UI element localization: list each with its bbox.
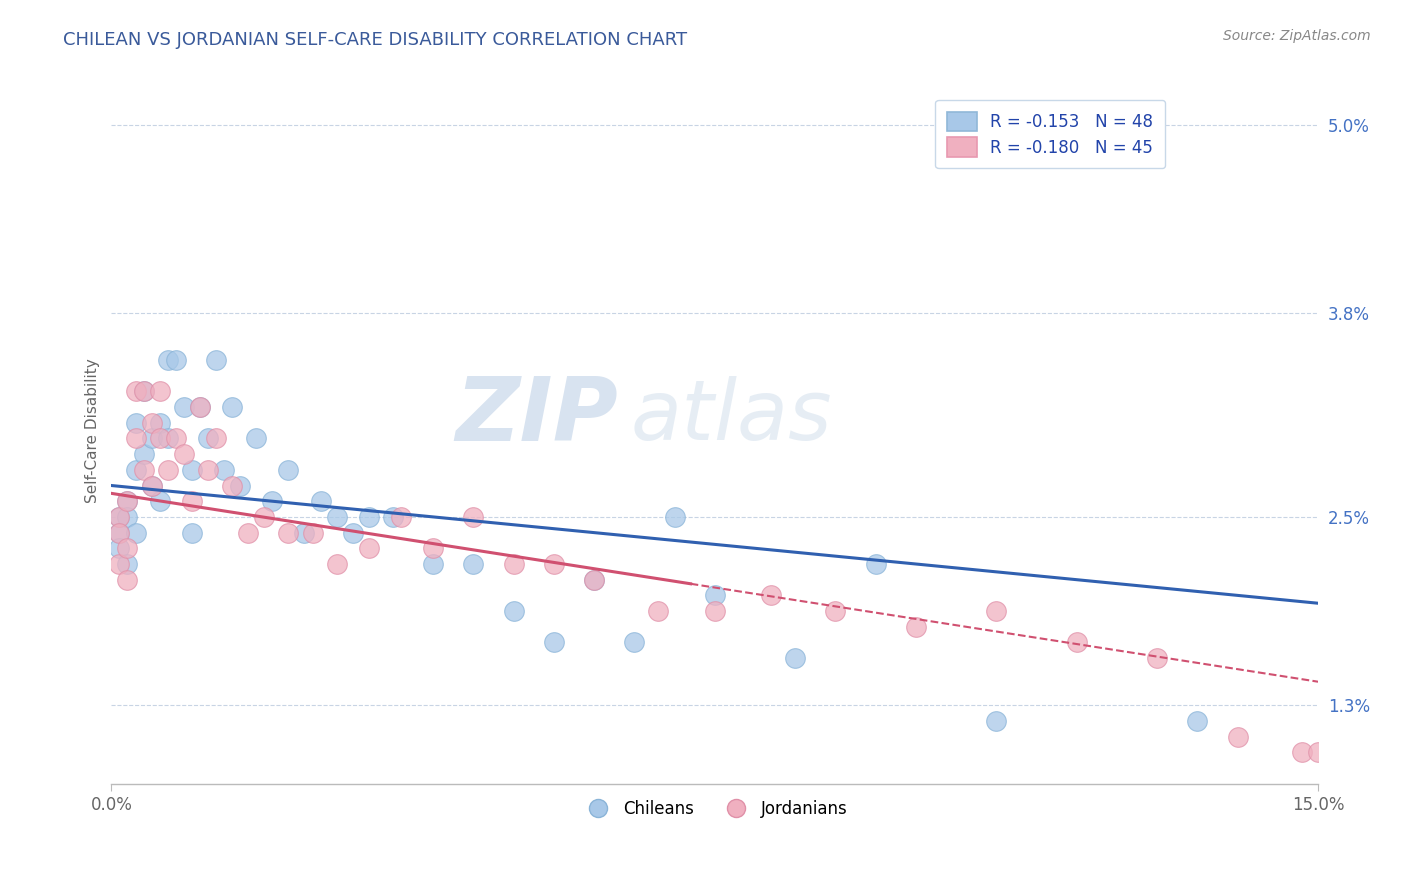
Point: [301, 525, 323, 540]
Point: [132, 447, 155, 461]
Point: [502, 604, 524, 618]
Point: [197, 432, 219, 446]
Text: ZIP: ZIP: [456, 373, 619, 460]
Point: [188, 400, 211, 414]
Point: [156, 463, 179, 477]
Point: [1226, 730, 1249, 744]
Point: [117, 494, 139, 508]
Point: [117, 509, 139, 524]
Point: [221, 400, 243, 414]
Point: [904, 620, 927, 634]
Point: [245, 432, 267, 446]
Point: [342, 525, 364, 540]
Point: [117, 573, 139, 587]
Point: [543, 635, 565, 649]
Point: [149, 416, 172, 430]
Point: [149, 494, 172, 508]
Point: [173, 447, 195, 461]
Point: [357, 541, 380, 556]
Point: [703, 604, 725, 618]
Point: [1291, 745, 1313, 759]
Point: [647, 604, 669, 618]
Point: [197, 463, 219, 477]
Point: [117, 557, 139, 571]
Point: [132, 384, 155, 399]
Point: [357, 509, 380, 524]
Point: [422, 557, 444, 571]
Point: [229, 478, 252, 492]
Point: [180, 463, 202, 477]
Point: [277, 525, 299, 540]
Point: [108, 525, 131, 540]
Point: [141, 432, 163, 446]
Point: [785, 651, 807, 665]
Point: [188, 400, 211, 414]
Point: [108, 541, 131, 556]
Point: [108, 557, 131, 571]
Point: [583, 573, 606, 587]
Point: [502, 557, 524, 571]
Point: [422, 541, 444, 556]
Point: [141, 416, 163, 430]
Point: [124, 416, 146, 430]
Point: [165, 432, 187, 446]
Point: [294, 525, 316, 540]
Point: [262, 494, 284, 508]
Point: [389, 509, 412, 524]
Point: [180, 525, 202, 540]
Point: [664, 509, 686, 524]
Point: [149, 384, 172, 399]
Point: [141, 478, 163, 492]
Point: [117, 541, 139, 556]
Point: [583, 573, 606, 587]
Point: [325, 557, 347, 571]
Point: [1066, 635, 1088, 649]
Point: [1146, 651, 1168, 665]
Point: [180, 494, 202, 508]
Legend: Chileans, Jordanians: Chileans, Jordanians: [575, 794, 855, 825]
Text: CHILEAN VS JORDANIAN SELF-CARE DISABILITY CORRELATION CHART: CHILEAN VS JORDANIAN SELF-CARE DISABILIT…: [63, 31, 688, 49]
Point: [703, 588, 725, 602]
Point: [156, 353, 179, 368]
Point: [277, 463, 299, 477]
Point: [623, 635, 645, 649]
Point: [221, 478, 243, 492]
Point: [108, 525, 131, 540]
Y-axis label: Self-Care Disability: Self-Care Disability: [86, 359, 100, 503]
Point: [124, 463, 146, 477]
Point: [463, 509, 485, 524]
Point: [149, 432, 172, 446]
Point: [309, 494, 332, 508]
Point: [1306, 745, 1329, 759]
Point: [381, 509, 404, 524]
Point: [238, 525, 260, 540]
Point: [824, 604, 846, 618]
Point: [205, 432, 228, 446]
Point: [865, 557, 887, 571]
Point: [463, 557, 485, 571]
Point: [108, 509, 131, 524]
Text: atlas: atlas: [630, 376, 832, 457]
Point: [986, 714, 1008, 728]
Point: [986, 604, 1008, 618]
Point: [253, 509, 276, 524]
Point: [124, 525, 146, 540]
Text: Source: ZipAtlas.com: Source: ZipAtlas.com: [1223, 29, 1371, 43]
Point: [165, 353, 187, 368]
Point: [141, 478, 163, 492]
Point: [132, 463, 155, 477]
Point: [124, 384, 146, 399]
Point: [173, 400, 195, 414]
Point: [205, 353, 228, 368]
Point: [1187, 714, 1209, 728]
Point: [759, 588, 782, 602]
Point: [132, 384, 155, 399]
Point: [108, 509, 131, 524]
Point: [117, 494, 139, 508]
Point: [124, 432, 146, 446]
Point: [325, 509, 347, 524]
Point: [212, 463, 235, 477]
Point: [156, 432, 179, 446]
Point: [543, 557, 565, 571]
